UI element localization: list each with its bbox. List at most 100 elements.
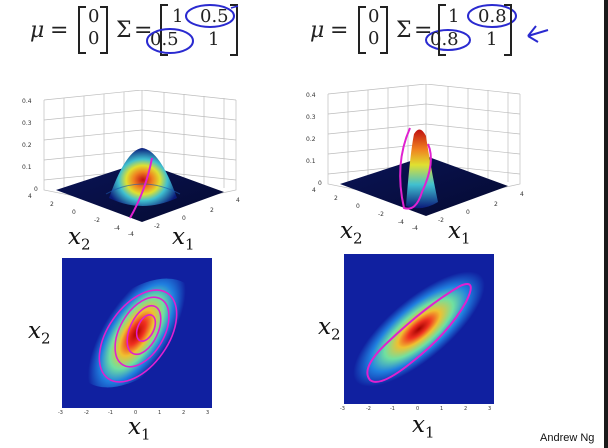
z-tick: 0 [318, 180, 322, 187]
equals-sign: = [330, 18, 349, 43]
z-tick: 0.4 [306, 92, 316, 99]
heat-tick: 3 [206, 410, 209, 416]
bracket-right [504, 4, 512, 56]
heat-tick: 1 [440, 406, 443, 412]
heatmap-right: -3 -2 -1 0 1 2 3 [340, 254, 494, 412]
mu-symbol: μ [310, 18, 325, 43]
base-tick: 4 [520, 191, 524, 198]
right-equation: μ = 0 0 Σ = 1 0.8 0.8 1 [310, 2, 540, 56]
z-tick: 0.4 [22, 98, 32, 105]
xlabel-3d-left: x1 [172, 224, 195, 254]
bracket-left [438, 4, 446, 56]
z-tick: 0.1 [306, 158, 316, 165]
heat-tick: 3 [488, 406, 491, 412]
handwriting-circles [146, 4, 549, 54]
base-tick: -4 [114, 225, 120, 232]
sigma-21: 0.8 [430, 29, 459, 50]
base-tick: 2 [334, 195, 338, 202]
z-tick: 0.2 [22, 142, 32, 149]
heat-tick: 0 [416, 406, 419, 412]
sigma-11: 1 [172, 6, 184, 27]
bracket-right [380, 6, 388, 54]
base-tick: 0 [466, 209, 470, 216]
density-region [353, 271, 485, 387]
base-tick: 0 [182, 215, 186, 222]
bracket-left [78, 6, 86, 54]
heat-tick: -1 [390, 406, 395, 412]
xlabel-2d-right: x1 [412, 412, 435, 442]
z-tick: 0 [34, 186, 38, 193]
xlabel-3d-right: x1 [448, 218, 471, 248]
heat-tick: -2 [84, 410, 89, 416]
base-tick: 4 [236, 197, 240, 204]
author-credit: Andrew Ng [540, 432, 595, 444]
sigma-symbol: Σ [396, 18, 412, 43]
z-tick: 0.3 [22, 120, 32, 127]
heat-tick: -1 [108, 410, 113, 416]
base-tick: -2 [154, 223, 160, 230]
circle-annotation [425, 29, 471, 51]
circle-annotation [185, 4, 235, 28]
heat-tick: -3 [340, 406, 345, 412]
sigma-11: 1 [448, 6, 460, 27]
base-tick: -2 [378, 211, 384, 218]
base-tick: 0 [72, 209, 76, 216]
bracket-right [100, 6, 108, 54]
base-tick: -2 [94, 217, 100, 224]
circle-annotation [146, 28, 194, 54]
sigma-symbol: Σ [116, 18, 132, 43]
gaussian-peak [406, 129, 438, 209]
ylabel-2d-left: x2 [28, 318, 51, 348]
ink-annotation [129, 157, 153, 219]
sigma-22: 1 [208, 29, 220, 50]
mu-symbol: μ [30, 18, 45, 43]
mu-value-2: 0 [88, 28, 100, 49]
sigma-22: 1 [486, 29, 498, 50]
ylabel-3d-left: x2 [68, 224, 91, 254]
bracket-right [230, 4, 238, 56]
base-tick: 4 [28, 193, 32, 200]
base-tick: -2 [438, 217, 444, 224]
xlabel-2d-left: x1 [128, 414, 151, 444]
ink-contours [366, 283, 472, 383]
arrow-annotation [527, 25, 549, 43]
z-tick: 0.3 [306, 114, 316, 121]
base-tick: -4 [398, 219, 404, 226]
mu-value-1: 0 [368, 6, 380, 27]
ylabel-2d-right: x2 [318, 314, 341, 344]
surface-plot-right: 0.4 0.3 0.2 0.1 0 4 2 0 -2 -4 4 2 0 -2 -… [306, 84, 524, 232]
equals-sign: = [414, 18, 433, 43]
ink-contours [98, 289, 178, 383]
z-tick: 0.1 [22, 164, 32, 171]
heat-tick: 2 [182, 410, 185, 416]
equals-sign: = [50, 18, 69, 43]
sigma-12: 0.8 [478, 6, 507, 27]
ylabel-3d-right: x2 [340, 218, 363, 248]
mu-value-1: 0 [88, 6, 100, 27]
heat-tick: -3 [58, 410, 63, 416]
slide-border [604, 0, 608, 448]
base-tick: 2 [494, 201, 498, 208]
bracket-left [358, 6, 366, 54]
base-tick: 2 [50, 201, 54, 208]
ink-mark [230, 5, 239, 9]
z-tick: 0.2 [306, 136, 316, 143]
heat-tick: 1 [158, 410, 161, 416]
heat-tick: -2 [366, 406, 371, 412]
circle-annotation [467, 4, 517, 28]
gaussian-peak [109, 148, 177, 206]
sigma-21: 0.5 [150, 29, 179, 50]
base-tick: 4 [312, 187, 316, 194]
base-tick: -4 [412, 225, 418, 232]
surface-plot-left: 0.4 0.3 0.2 0.1 0 4 2 0 -2 -4 4 2 0 -2 -… [22, 90, 240, 238]
sigma-12: 0.5 [200, 6, 229, 27]
mu-value-2: 0 [368, 28, 380, 49]
heat-tick: 0 [134, 410, 137, 416]
base-tick: -4 [128, 231, 134, 238]
ink-annotation [399, 127, 432, 210]
base-tick: 2 [210, 207, 214, 214]
heatmap-left: -3 -2 -1 0 1 2 3 [58, 258, 212, 416]
heat-tick: 2 [464, 406, 467, 412]
base-tick: 0 [356, 203, 360, 210]
wireframe-box [43, 90, 237, 211]
